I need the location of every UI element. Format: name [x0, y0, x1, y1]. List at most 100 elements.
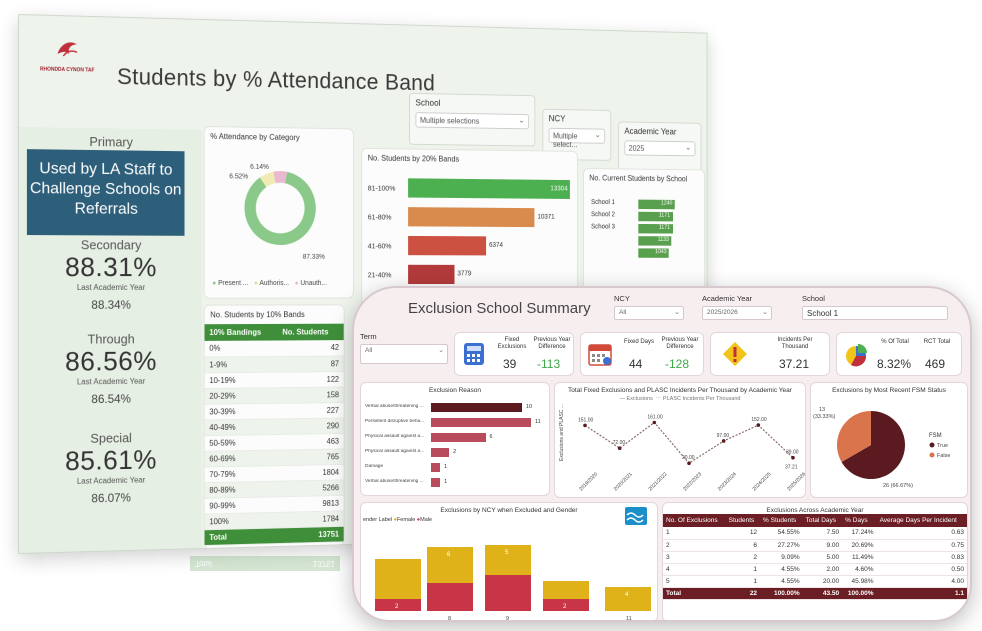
- band20-bar[interactable]: [408, 178, 570, 199]
- ncy-select[interactable]: Multiple select... ⌄: [549, 128, 605, 144]
- ncy-bar-segment[interactable]: [427, 583, 473, 611]
- across-header[interactable]: % Students: [760, 514, 803, 527]
- across-header[interactable]: Total Days: [803, 514, 843, 527]
- across-cell: 1: [663, 527, 726, 539]
- across-cell: 0.83: [877, 551, 967, 563]
- table-row[interactable]: 1 12 54.55% 7.50 17.24% 0.63: [663, 527, 967, 539]
- across-total-cell: Total: [663, 587, 726, 599]
- across-cell: 4.60%: [842, 563, 876, 575]
- donut-slice[interactable]: [250, 177, 310, 239]
- total-value: 13751: [278, 526, 344, 543]
- school-value: 1171: [659, 213, 670, 219]
- across-cell: 17.24%: [842, 527, 876, 539]
- school-slicer-label: School: [410, 94, 534, 110]
- ncy-bar-segment[interactable]: [543, 581, 589, 599]
- donut-label-b: 6.52%: [229, 173, 248, 180]
- table-row[interactable]: 10-19% 122: [205, 371, 344, 388]
- reason-bar[interactable]: [431, 463, 440, 472]
- across-cell: 11.49%: [842, 551, 876, 563]
- special-prev: 86.07%: [19, 489, 202, 507]
- school-select[interactable]: Multiple selections ⌄: [415, 112, 529, 129]
- reflection-total-label: Total: [195, 559, 212, 568]
- across-header[interactable]: No. Of Exclusions: [663, 514, 726, 527]
- trend-year-tick: 2024/2025: [752, 471, 773, 492]
- school-filter-select[interactable]: School 1: [802, 306, 948, 320]
- academic-year-slicer[interactable]: Academic Year 2025 ⌄: [618, 121, 701, 173]
- reason-label: Persistent disruptive beha...: [365, 419, 429, 424]
- trend-point[interactable]: [653, 421, 657, 425]
- school-label: School 1: [591, 199, 615, 206]
- ncy-filter[interactable]: NCY All ⌄: [614, 294, 684, 320]
- chevron-down-icon: ⌄: [519, 116, 525, 125]
- bands10-header-count[interactable]: No. Students: [278, 324, 344, 341]
- table-row[interactable]: 20-29% 158: [205, 387, 344, 404]
- percent-total-kpi: % Of Total 8.32% RCT Total 469: [836, 332, 962, 376]
- reason-bar[interactable]: [431, 448, 449, 457]
- chevron-down-icon: ⌄: [674, 308, 680, 316]
- across-cell: 54.55%: [760, 527, 803, 539]
- trend-point[interactable]: [687, 461, 691, 465]
- school-slicer[interactable]: School Multiple selections ⌄: [409, 93, 535, 147]
- term-filter-select[interactable]: All ⌄: [360, 344, 448, 364]
- trend-year-tick: 2022/2023: [682, 471, 703, 492]
- band20-label: 61-80%: [368, 213, 392, 222]
- trend-point[interactable]: [583, 424, 587, 428]
- warning-icon: [721, 340, 749, 368]
- ncy-filter-label: NCY: [614, 294, 684, 303]
- reason-bar[interactable]: [431, 478, 440, 487]
- band-cell: 90-99%: [205, 496, 278, 513]
- table-row[interactable]: 2 6 27.27% 9.00 20.69% 0.75: [663, 539, 967, 551]
- band20-bar[interactable]: [408, 265, 455, 284]
- fsm-legend-title: FSM: [929, 433, 942, 439]
- pie-chart-icon: [843, 341, 871, 369]
- across-header[interactable]: Students: [726, 514, 760, 527]
- band20-bar[interactable]: [408, 236, 486, 255]
- reason-bar[interactable]: [431, 403, 522, 412]
- table-row[interactable]: 1-9% 87: [205, 356, 344, 373]
- band-cell: 70-79%: [205, 465, 278, 482]
- donut-slice[interactable]: [274, 177, 286, 178]
- trend-year-tick: 2019/2020: [578, 471, 599, 492]
- trend-point[interactable]: [791, 456, 795, 460]
- trend-point[interactable]: [757, 423, 761, 427]
- year-filter[interactable]: Academic Year 2025/2026 ⌄: [702, 294, 772, 320]
- ncy-slicer-label: NCY: [543, 110, 610, 124]
- bands10-card: No. Students by 10% Bands 10% Bandings N…: [204, 304, 345, 550]
- school-filter[interactable]: School School 1: [802, 294, 948, 320]
- legend-present: Present ...: [218, 280, 248, 287]
- across-header[interactable]: % Days: [842, 514, 876, 527]
- band-cell: 1-9%: [205, 356, 278, 372]
- table-row[interactable]: 5 1 4.55% 20.00 45.98% 4.00: [663, 575, 967, 587]
- term-filter[interactable]: Term All ⌄: [360, 332, 448, 364]
- reason-bar[interactable]: [431, 418, 531, 427]
- fsm-pie-chart: 13 (33.33%) 26 (66.67%) FSM True False: [811, 397, 968, 497]
- ncy-category-tick: 11: [626, 616, 632, 622]
- legend-line-icon: ⋯: [656, 396, 662, 402]
- reason-bar[interactable]: [431, 433, 486, 442]
- gender-legend-title: ender Label: [363, 517, 392, 523]
- fsm-label-false-pct: (33.33%): [813, 414, 835, 420]
- ncy-bar-segment[interactable]: [375, 559, 421, 599]
- trend-point[interactable]: [722, 439, 726, 443]
- across-header[interactable]: Average Days Per Incident: [877, 514, 967, 527]
- bands10-header-band[interactable]: 10% Bandings: [205, 324, 278, 341]
- table-row[interactable]: 4 1 4.55% 2.00 4.60% 0.50: [663, 563, 967, 575]
- table-row[interactable]: 3 2 9.09% 5.00 11.49% 0.83: [663, 551, 967, 563]
- count-cell: 227: [278, 402, 344, 418]
- band20-label: 81-100%: [368, 184, 396, 193]
- ncy-filter-select[interactable]: All ⌄: [614, 306, 684, 320]
- trend-year-tick: 2021/2022: [648, 471, 669, 492]
- ncy-bar-segment[interactable]: [605, 587, 651, 611]
- reason-label: Physical assault against a...: [365, 434, 429, 439]
- secondary-sub: Last Academic Year: [19, 283, 202, 292]
- academic-year-select[interactable]: 2025 ⌄: [624, 140, 695, 156]
- band20-bar[interactable]: [408, 207, 535, 227]
- year-filter-select[interactable]: 2025/2026 ⌄: [702, 306, 772, 320]
- ncy-bar-segment[interactable]: [485, 575, 531, 611]
- percent-total-label: % Of Total: [877, 339, 913, 346]
- percent-total-value: 8.32%: [877, 357, 911, 371]
- table-row[interactable]: 0% 42: [205, 340, 344, 357]
- donut-slice[interactable]: [263, 177, 274, 182]
- trend-point[interactable]: [618, 446, 622, 450]
- school-value: 1171: [659, 225, 670, 231]
